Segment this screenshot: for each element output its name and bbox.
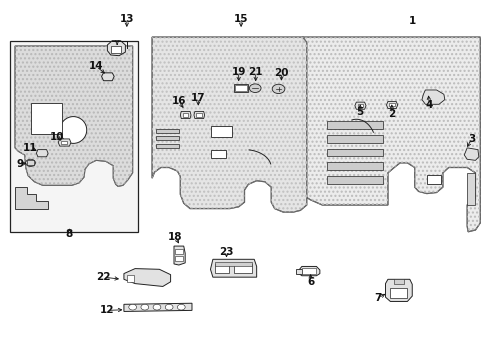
Text: 10: 10 xyxy=(50,132,64,142)
Bar xyxy=(156,144,179,148)
Bar xyxy=(156,136,179,140)
Circle shape xyxy=(141,304,148,310)
Text: 12: 12 xyxy=(100,305,114,315)
Bar xyxy=(301,268,316,274)
Bar xyxy=(389,288,407,298)
Polygon shape xyxy=(354,102,366,109)
Polygon shape xyxy=(385,279,411,301)
Bar xyxy=(233,84,248,93)
Bar xyxy=(326,135,382,143)
Text: 18: 18 xyxy=(168,232,183,242)
Bar xyxy=(10,41,137,232)
Text: 19: 19 xyxy=(231,67,245,77)
Polygon shape xyxy=(123,269,170,287)
Text: 5: 5 xyxy=(356,107,363,117)
Text: 4: 4 xyxy=(425,100,432,110)
Bar xyxy=(111,46,121,53)
Text: 17: 17 xyxy=(191,93,205,103)
Text: 14: 14 xyxy=(89,62,103,71)
Circle shape xyxy=(128,304,136,310)
Text: 20: 20 xyxy=(274,68,288,78)
Bar xyxy=(233,264,252,273)
Bar xyxy=(27,160,34,165)
Polygon shape xyxy=(194,111,204,118)
Text: 2: 2 xyxy=(387,109,395,119)
Circle shape xyxy=(272,84,285,94)
Bar xyxy=(388,103,394,107)
Polygon shape xyxy=(302,37,479,232)
Polygon shape xyxy=(152,37,306,212)
Bar xyxy=(426,175,441,184)
Circle shape xyxy=(177,304,185,310)
Polygon shape xyxy=(421,90,444,104)
Bar xyxy=(211,126,231,137)
Text: 7: 7 xyxy=(374,293,381,303)
Ellipse shape xyxy=(60,117,86,143)
Polygon shape xyxy=(210,259,256,277)
Text: 21: 21 xyxy=(248,67,263,77)
Polygon shape xyxy=(295,269,301,274)
Bar xyxy=(235,85,246,91)
Circle shape xyxy=(165,304,173,310)
Bar xyxy=(126,275,134,282)
Bar xyxy=(326,162,382,170)
Circle shape xyxy=(153,304,161,310)
Bar xyxy=(326,149,382,157)
Text: 11: 11 xyxy=(23,143,38,153)
Bar xyxy=(215,264,228,273)
Text: 9: 9 xyxy=(16,159,23,169)
Bar xyxy=(466,173,474,205)
Polygon shape xyxy=(123,303,192,311)
Polygon shape xyxy=(15,46,132,186)
Bar xyxy=(357,104,362,108)
Bar xyxy=(211,150,225,158)
Text: 15: 15 xyxy=(233,14,248,24)
Bar xyxy=(326,176,382,184)
Text: 6: 6 xyxy=(306,277,314,287)
Bar xyxy=(326,121,382,129)
Text: 1: 1 xyxy=(408,16,415,26)
Bar xyxy=(175,249,183,254)
Bar xyxy=(30,103,62,134)
Bar xyxy=(61,141,67,144)
Circle shape xyxy=(249,84,261,93)
Text: 16: 16 xyxy=(171,96,186,107)
Circle shape xyxy=(26,159,35,166)
Bar xyxy=(175,256,183,261)
Polygon shape xyxy=(36,150,48,157)
Text: 3: 3 xyxy=(467,134,474,144)
Bar xyxy=(156,129,179,133)
Polygon shape xyxy=(15,187,47,208)
Text: 22: 22 xyxy=(96,272,110,282)
Text: 23: 23 xyxy=(219,247,233,257)
Polygon shape xyxy=(107,41,125,56)
Text: 13: 13 xyxy=(120,14,134,24)
Polygon shape xyxy=(298,266,319,276)
Polygon shape xyxy=(180,111,191,118)
Polygon shape xyxy=(102,73,114,81)
Bar xyxy=(393,279,403,284)
Bar xyxy=(215,262,251,266)
Bar xyxy=(183,113,188,117)
Polygon shape xyxy=(463,148,478,160)
Polygon shape xyxy=(174,246,185,265)
Polygon shape xyxy=(386,102,397,109)
Bar xyxy=(196,113,201,117)
Text: 8: 8 xyxy=(66,229,73,239)
Polygon shape xyxy=(58,139,71,146)
